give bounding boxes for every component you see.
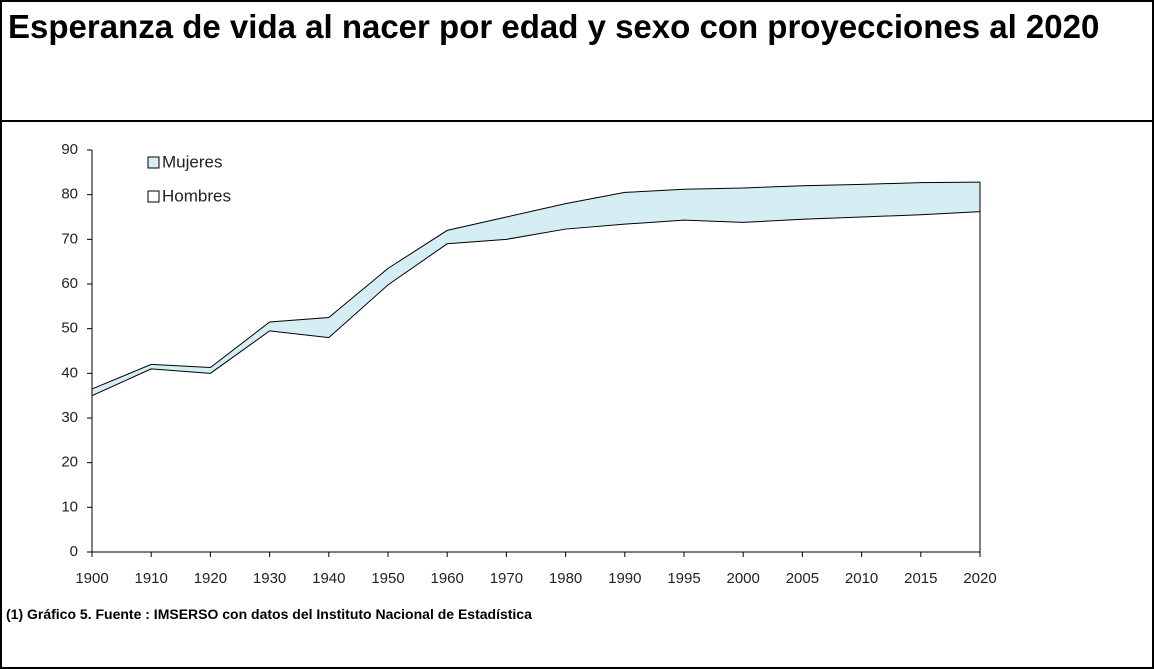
legend-swatch	[147, 156, 160, 169]
x-tick-label: 1990	[608, 570, 641, 587]
x-tick-label: 1970	[490, 570, 523, 587]
line	[91, 211, 981, 397]
y-tick-label: 0	[70, 543, 78, 560]
legend-swatch	[147, 190, 160, 203]
y-tick-label: 10	[61, 498, 78, 515]
x-tick-label: 1950	[371, 570, 404, 587]
x-tick-label: 2020	[963, 570, 996, 587]
y-tick-label: 20	[61, 454, 78, 471]
x-tick-label: 1980	[549, 570, 582, 587]
footnote: (1) Gráfico 5. Fuente : IMSERSO con dato…	[6, 606, 532, 622]
legend-label: Hombres	[162, 186, 231, 205]
x-tick-label: 2010	[845, 570, 878, 587]
x-tick-label: 1995	[667, 570, 700, 587]
x-tick-label: 1900	[75, 570, 108, 587]
legend-label: Mujeres	[162, 152, 222, 171]
y-tick-label: 50	[61, 320, 78, 337]
x-tick-label: 1910	[135, 570, 168, 587]
x-tick-label: 1940	[312, 570, 345, 587]
x-tick-label: 2000	[727, 570, 760, 587]
y-tick-label: 60	[61, 275, 78, 292]
y-tick-label: 40	[61, 364, 78, 381]
y-tick-label: 30	[61, 409, 78, 426]
x-tick-label: 1960	[431, 570, 464, 587]
x-tick-label: 1920	[194, 570, 227, 587]
y-tick-label: 90	[61, 141, 78, 158]
x-tick-label: 2005	[786, 570, 819, 587]
area	[92, 211, 980, 552]
x-tick-label: 1930	[253, 570, 286, 587]
line	[91, 181, 981, 390]
y-tick-label: 80	[61, 186, 78, 203]
chart-title: Esperanza de vida al nacer por edad y se…	[8, 8, 1100, 45]
x-tick-label: 2015	[904, 570, 937, 587]
y-tick-label: 70	[61, 230, 78, 247]
